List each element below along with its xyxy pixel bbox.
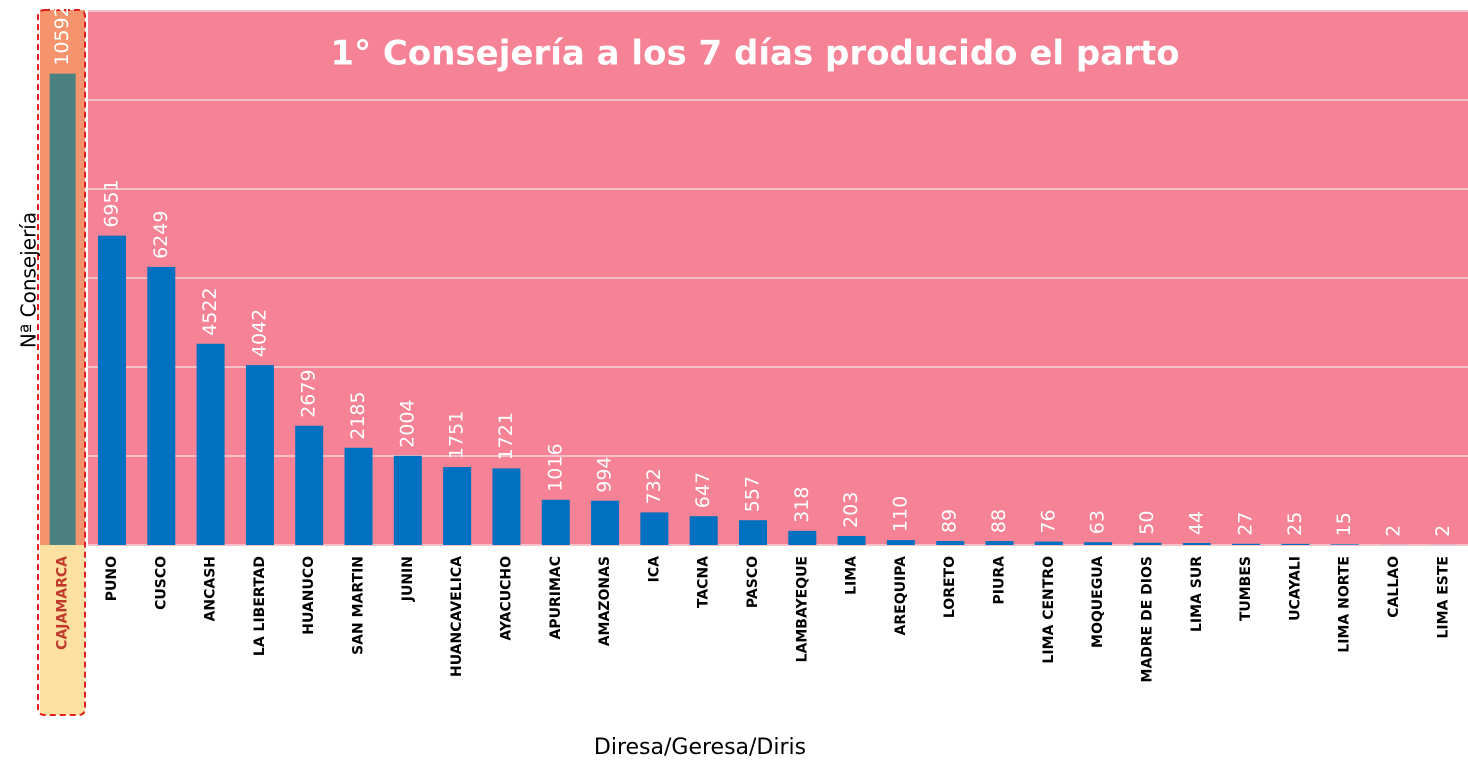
x-tick-label: LIMA CENTRO [1041,556,1057,664]
x-tick-label: HUANCAVELICA [449,556,465,677]
x-tick-label: CUSCO [153,556,169,610]
highlight-box [37,9,86,716]
x-tick-label: PUNO [104,556,120,601]
value-label: 89 [939,509,961,533]
highlight-label-background [40,545,85,715]
x-tick-label: LIMA [844,556,860,595]
bar [97,235,126,546]
value-label: 318 [791,487,813,523]
value-label: 25 [1284,512,1306,536]
value-label: 2 [1432,525,1454,537]
bars: 10592 6951 6249 4522 4042 2679 2185 2004 1751 172… [49,5,1458,546]
bar [541,499,570,545]
value-label: 27 [1235,512,1257,536]
bar [245,365,274,545]
x-tick-label: APURIMAC [548,556,564,640]
x-tick-label: AREQUIPA [893,556,909,636]
x-tick-label: LA LIBERTAD [252,556,268,656]
x-tick-label: LIMA NORTE [1337,556,1353,653]
value-label: 4522 [199,287,221,335]
value-label: 647 [692,472,714,508]
bar [591,500,620,545]
value-label: 88 [988,509,1010,533]
x-tick-label: LIMA ESTE [1435,556,1451,639]
bar [1084,542,1113,545]
value-label: 2 [1383,525,1405,537]
value-label: 994 [594,457,616,493]
value-label: 63 [1087,510,1109,534]
x-tick-label: JUNIN [400,556,416,602]
value-label: 1721 [495,412,517,460]
bar [985,541,1014,545]
x-tick-label: MADRE DE DIOS [1139,556,1155,682]
value-label: 203 [840,492,862,528]
bar [196,343,225,545]
x-tick-label: PIURA [992,556,1008,605]
value-label: 2679 [298,369,320,417]
value-label: 6249 [150,211,172,259]
bar [886,540,915,545]
value-label: 15 [1333,512,1355,536]
bar [1182,543,1211,545]
value-label: 1751 [446,411,468,459]
value-label: 1016 [544,443,566,491]
bar [788,530,817,545]
bar [1281,543,1310,545]
x-tick-label: AMAZONAS [597,556,613,646]
bar [1232,543,1261,545]
value-label: 6951 [100,179,122,227]
value-label: 2004 [396,399,418,447]
x-tick-label: HUANUCO [301,556,317,635]
bar [147,266,176,545]
value-label: 557 [742,476,764,512]
bar [739,520,767,545]
x-tick-label: LAMBAYEQUE [794,556,810,662]
value-label: 50 [1136,511,1158,535]
bar [492,468,521,545]
x-tick-label: CAJAMARCA [55,556,71,650]
x-tick-label: SAN MARTIN [351,556,367,655]
x-tick-label: MOQUEGUA [1090,556,1106,648]
value-label: 110 [889,496,911,532]
bar [1133,542,1162,545]
chart-title: 1° Consejería a los 7 días producido el … [330,34,1179,74]
x-tick-label: UCAYALI [1287,556,1303,621]
value-label: 44 [1185,511,1207,535]
x-tick-label: LORETO [942,556,958,618]
value-label: 4042 [248,309,270,357]
x-axis-label: Diresa/Geresa/Diris [594,735,806,760]
x-tick-label: PASCO [745,556,761,608]
value-label: 732 [643,468,665,504]
x-tick-label: ICA [646,556,662,582]
bar [837,535,866,545]
bar [49,73,76,545]
bar [640,512,669,545]
bar [1330,544,1359,545]
value-label: 76 [1037,509,1059,533]
x-tick-label: TACNA [696,556,712,608]
bar [1034,541,1063,545]
y-axis-label: Nª Consejería [17,212,41,348]
x-tick-label: LIMA SUR [1189,556,1205,632]
x-tick-label: TUMBES [1238,556,1254,621]
bar [936,541,965,545]
value-label: 10592 [51,5,73,65]
x-tick-label: CALLAO [1386,556,1402,618]
x-tick-label: ANCASH [203,556,219,621]
bar [689,516,718,545]
bar [443,467,472,545]
bar [393,455,422,545]
bar [344,447,373,545]
value-label: 2185 [347,391,369,439]
bar [295,425,324,545]
x-tick-label: AYACUCHO [498,556,514,641]
